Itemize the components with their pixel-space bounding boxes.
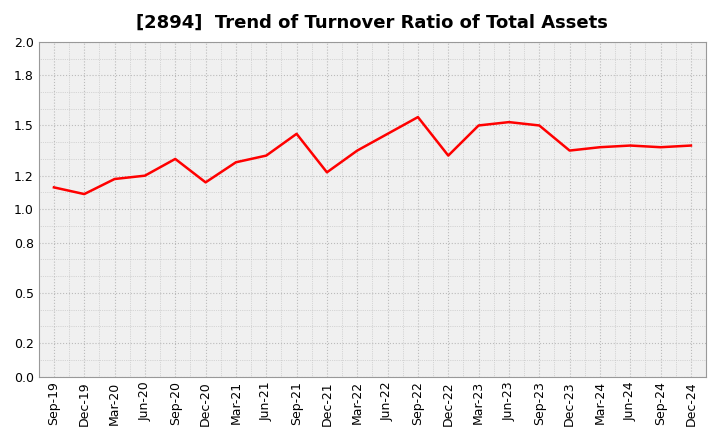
Title: [2894]  Trend of Turnover Ratio of Total Assets: [2894] Trend of Turnover Ratio of Total … bbox=[137, 14, 608, 32]
